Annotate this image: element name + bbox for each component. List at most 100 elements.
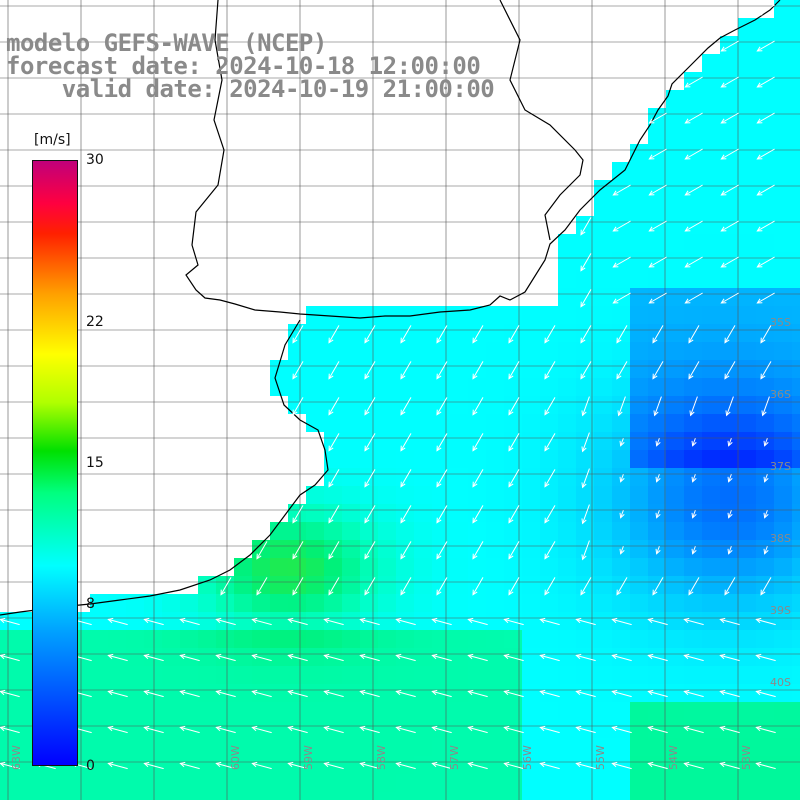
wind-arrow-head: [724, 337, 730, 344]
wind-arrow-head: [215, 617, 222, 624]
wind-cell: [540, 630, 558, 648]
wind-cell: [684, 666, 702, 684]
wind-arrow-head: [648, 154, 655, 160]
wind-cell: [594, 558, 612, 576]
wind-cell: [792, 612, 800, 630]
wind-arrow-head: [400, 481, 406, 488]
wind-cell: [702, 378, 720, 396]
wind-cell: [576, 738, 594, 756]
wind-cell: [576, 306, 594, 324]
wind-arrow: [721, 76, 739, 88]
wind-cell: [774, 594, 792, 612]
wind-cell: [720, 540, 738, 558]
wind-cell: [324, 558, 342, 576]
wind-arrow-head: [688, 589, 694, 596]
wind-arrow-head: [720, 118, 727, 124]
wind-arrow: [252, 654, 272, 662]
wind-cell: [738, 72, 756, 90]
wind-cell: [648, 162, 666, 180]
wind-cell: [630, 522, 648, 540]
wind-cell: [792, 36, 800, 54]
wind-cell: [774, 486, 792, 504]
legend-unit: [m/s]: [34, 132, 71, 148]
wind-arrow: [649, 292, 667, 304]
wind-cell: [792, 432, 800, 450]
wind-cell: [594, 630, 612, 648]
wind-cell: [540, 378, 558, 396]
wind-cell: [558, 630, 576, 648]
wind-cell: [396, 702, 414, 720]
wind-arrow-head: [179, 725, 186, 732]
wind-arrow: [324, 726, 344, 734]
wind-cell: [738, 774, 756, 792]
wind-cell: [288, 648, 306, 666]
wind-arrow: [582, 432, 590, 452]
wind-cell: [684, 738, 702, 756]
wind-arrow-head: [655, 476, 661, 483]
wind-cell: [360, 792, 378, 800]
wind-cell: [378, 576, 396, 594]
wind-arrow: [684, 654, 704, 662]
wind-cell: [450, 306, 468, 324]
wind-cell: [504, 450, 522, 468]
wind-cell: [720, 396, 738, 414]
wind-arrow: [216, 762, 236, 770]
wind-arrow: [685, 256, 703, 268]
wind-cell: [738, 108, 756, 126]
wind-arrow: [685, 112, 703, 124]
wind-arrow-head: [756, 10, 763, 16]
wind-cell: [612, 162, 630, 180]
wind-arrow-head: [581, 554, 587, 561]
wind-cell: [594, 432, 612, 450]
wind-arrow-head: [761, 410, 767, 417]
wind-arrow: [144, 762, 164, 770]
wind-cell: [666, 198, 684, 216]
wind-arrow: [720, 690, 740, 698]
wind-arrow: [540, 762, 560, 770]
wind-arrow-head: [725, 410, 731, 417]
wind-arrow-head: [436, 589, 442, 596]
wind-arrow: [108, 762, 128, 770]
wind-cell: [450, 522, 468, 540]
wind-cell: [684, 558, 702, 576]
wind-cell: [126, 756, 144, 774]
wind-cell: [360, 738, 378, 756]
wind-cell: [522, 504, 540, 522]
wind-cell: [648, 450, 666, 468]
wind-cell: [414, 468, 432, 486]
wind-cell: [540, 540, 558, 558]
wind-cell: [162, 648, 180, 666]
wind-cell: [180, 630, 198, 648]
lat-label-35S: 35S: [770, 316, 791, 329]
wind-cell: [666, 324, 684, 342]
wind-arrow-head: [364, 373, 370, 380]
wind-cell: [504, 738, 522, 756]
wind-arrow-head: [251, 617, 258, 624]
wind-cell: [504, 702, 522, 720]
wind-cell: [684, 378, 702, 396]
wind-cell: [216, 738, 234, 756]
wind-arrow: [756, 654, 776, 662]
wind-cell: [108, 594, 126, 612]
wind-arrow: [656, 438, 660, 446]
wind-arrow-head: [400, 337, 406, 344]
wind-arrow: [360, 690, 380, 698]
wind-cell: [684, 342, 702, 360]
wind-cell: [198, 666, 216, 684]
wind-cell: [90, 612, 108, 630]
wind-cell: [414, 306, 432, 324]
wind-cell: [252, 648, 270, 666]
wind-arrow: [720, 762, 740, 770]
wind-arrow: [220, 577, 232, 595]
wind-cell: [558, 486, 576, 504]
wind-cell: [432, 486, 450, 504]
wind-cell: [522, 486, 540, 504]
legend-tick-30: 30: [86, 152, 104, 168]
wind-cell: [306, 576, 324, 594]
wind-cell: [162, 774, 180, 792]
wind-arrow-head: [616, 373, 622, 380]
wind-arrow-head: [215, 653, 222, 660]
wind-cell: [666, 720, 684, 738]
wind-arrow: [144, 654, 164, 662]
wind-arrow-head: [580, 337, 586, 344]
